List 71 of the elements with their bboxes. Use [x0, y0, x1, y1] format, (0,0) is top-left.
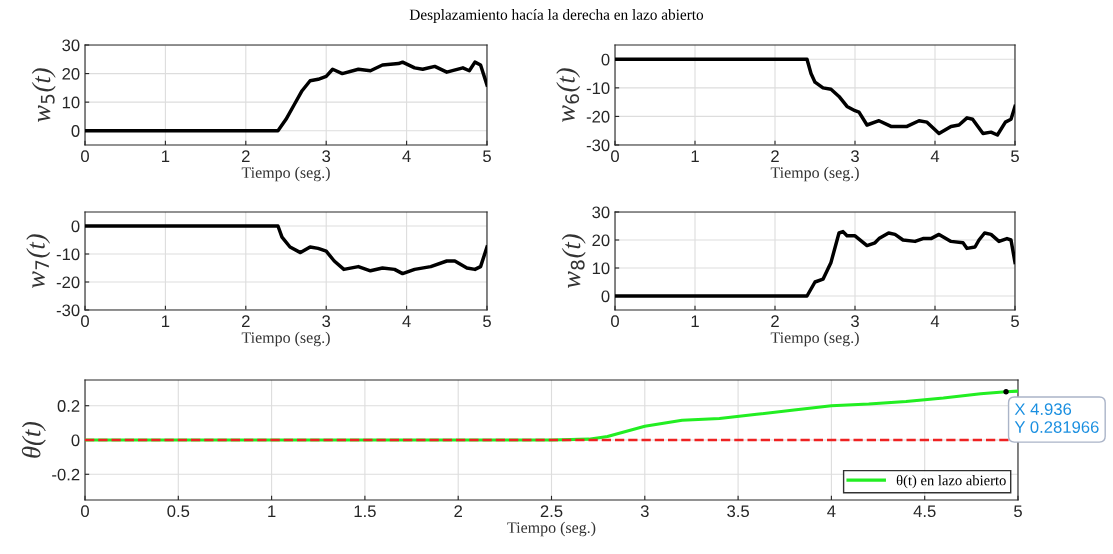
- y-axis-title: w$_{5}$(t): [31, 68, 56, 123]
- text: Desplazamiento hacía la derecha en lazo abierto: [409, 9, 704, 23]
- y-tick-label: 30: [62, 39, 80, 52]
- x-tick-label: 0: [611, 315, 619, 328]
- y-tick-label: 10: [62, 96, 80, 109]
- line-series: [615, 229, 1015, 298]
- y-tick-label: 20: [592, 234, 610, 247]
- x-tick-label: 5: [1014, 505, 1022, 518]
- x-tick-label: 4: [402, 315, 411, 327]
- x-tick-label: 2: [242, 150, 250, 162]
- x-tick-label: 0: [611, 150, 619, 163]
- x-tick-label: 3: [851, 150, 859, 163]
- x-tick-label: 4: [402, 150, 411, 162]
- y-tick-label: 20: [62, 67, 80, 80]
- x-axis-title: Tiempo (seg.): [770, 166, 859, 182]
- x-tick-label: 2: [771, 150, 779, 162]
- x-tick-label: 1: [691, 315, 699, 327]
- x-tick-label: 3: [851, 315, 859, 328]
- y-axis-title: θ(t): [21, 421, 46, 458]
- y-tick-label: 30: [592, 206, 610, 219]
- y-tick-label: -30: [56, 304, 80, 317]
- line-series: [615, 57, 1015, 137]
- x-tick-label: 4.5: [913, 505, 936, 518]
- x-tick-label: 5: [483, 150, 491, 163]
- x-tick-label: 4: [930, 150, 940, 162]
- y-tick-label: -10: [586, 82, 610, 95]
- y-tick-label: -20: [56, 276, 80, 289]
- x-axis-title: Tiempo (seg.): [770, 331, 859, 347]
- x-axis-title: Tiempo (seg.): [241, 331, 330, 347]
- line-series: [85, 224, 487, 276]
- y-tick-label: 0: [71, 125, 80, 137]
- y-axis-title: w$_{8}$(t): [561, 234, 586, 289]
- x-tick-label: 4: [930, 315, 940, 327]
- line-series: [85, 60, 487, 133]
- x-tick-label: 1: [162, 150, 170, 162]
- x-tick-label: 1: [691, 150, 699, 162]
- legend-label: θ(t) en lazo abierto: [896, 475, 1006, 489]
- y-tick-label: 0: [601, 53, 610, 66]
- x-tick-label: 2: [771, 315, 779, 327]
- y-tick-label: 0: [601, 290, 610, 303]
- x-tick-label: 1: [268, 505, 276, 517]
- y-axis-title: w$_{6}$(t): [556, 68, 581, 123]
- x-axis-title: Tiempo (seg.): [241, 166, 330, 182]
- x-tick-label: 3: [640, 505, 649, 518]
- y-tick-label: 0.2: [57, 400, 80, 412]
- y-tick-label: -20: [586, 110, 610, 123]
- y-tick-label: 10: [592, 262, 610, 275]
- y-tick-label: -10: [56, 248, 80, 261]
- x-tick-label: 5: [1011, 150, 1019, 163]
- x-axis-title: Tiempo (seg.): [507, 521, 596, 537]
- x-tick-label: 5: [1011, 315, 1019, 328]
- y-tick-label: 0: [71, 434, 80, 447]
- x-tick-label: 4: [827, 505, 836, 517]
- x-tick-label: 1: [162, 315, 170, 327]
- x-tick-label: 5: [483, 315, 491, 328]
- x-tick-label: 0: [81, 315, 89, 328]
- x-tick-label: 2: [454, 505, 462, 517]
- y-tick-label: 0: [71, 220, 80, 233]
- y-tick-label: -0.2: [52, 468, 80, 481]
- y-axis-title: w$_{7}$(t): [26, 234, 51, 289]
- annotation: X 4.936 Y 0.281966: [1014, 403, 1099, 433]
- x-tick-label: 3.5: [727, 505, 749, 518]
- x-tick-label: 2: [242, 315, 250, 327]
- x-tick-label: 0: [81, 505, 89, 518]
- x-tick-label: 1.5: [354, 505, 376, 518]
- x-tick-label: 3: [322, 315, 331, 328]
- x-tick-label: 0: [81, 150, 89, 163]
- x-tick-label: 3: [322, 150, 331, 163]
- x-tick-label: 0.5: [167, 505, 190, 518]
- x-tick-label: 2.5: [540, 505, 563, 518]
- y-tick-label: -30: [586, 139, 610, 152]
